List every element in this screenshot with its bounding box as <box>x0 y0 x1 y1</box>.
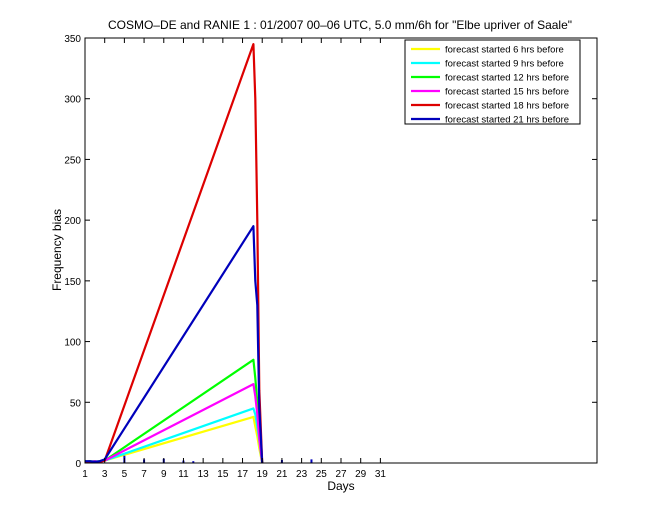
x-axis-label: Days <box>327 479 354 493</box>
y-tick-label: 150 <box>64 277 81 288</box>
y-tick-label: 300 <box>64 95 81 106</box>
series-layer <box>84 42 264 464</box>
chart-title: COSMO–DE and RANIE 1 : 01/2007 00–06 UTC… <box>108 18 572 32</box>
y-tick-label: 100 <box>64 338 81 349</box>
x-tick-label: 31 <box>375 469 387 480</box>
x-tick-label: 1 <box>82 469 88 480</box>
x-tick-label: 3 <box>102 469 108 480</box>
x-tick-label: 27 <box>335 469 347 480</box>
x-tick-label: 13 <box>198 469 210 480</box>
x-tick-label: 25 <box>316 469 328 480</box>
x-tick-label: 7 <box>141 469 147 480</box>
legend-box <box>404 39 581 125</box>
x-tick-label: 23 <box>296 469 308 480</box>
legend-entry: forecast started 21 hrs before <box>445 115 569 126</box>
x-tick-label: 15 <box>217 469 229 480</box>
x-tick-label: 29 <box>355 469 367 480</box>
x-tick-label: 21 <box>276 469 288 480</box>
legend-entry: forecast started 15 hrs before <box>445 87 569 98</box>
legend-items: forecast started 6 hrs before forecast st… <box>411 45 569 126</box>
y-tick-label: 250 <box>64 155 81 166</box>
x-tick-label: 17 <box>237 469 249 480</box>
legend: forecast started 6 hrs before forecast st… <box>404 39 581 126</box>
legend-entry: forecast started 12 hrs before <box>445 73 569 84</box>
legend-entry: forecast started 9 hrs before <box>445 59 564 70</box>
y-axis-ticks: 0 50 100 150 200 250 300 350 <box>64 34 597 470</box>
y-tick-label: 200 <box>64 216 81 227</box>
y-tick-label: 350 <box>64 34 81 45</box>
x-tick-label: 19 <box>257 469 269 480</box>
y-tick-label: 50 <box>70 398 82 409</box>
x-tick-label: 9 <box>161 469 167 480</box>
legend-entry: forecast started 18 hrs before <box>445 101 569 112</box>
y-tick-label: 0 <box>75 459 81 470</box>
y-axis-label: Frequency bias <box>50 209 64 291</box>
series-line-5 <box>85 225 264 464</box>
x-tick-label: 5 <box>122 469 128 480</box>
x-axis-ticks: 1 3 5 7 9 11 13 15 17 19 21 23 25 27 29 31 <box>82 38 386 480</box>
legend-entry: forecast started 6 hrs before <box>445 45 564 56</box>
x-tick-label: 11 <box>178 469 189 480</box>
